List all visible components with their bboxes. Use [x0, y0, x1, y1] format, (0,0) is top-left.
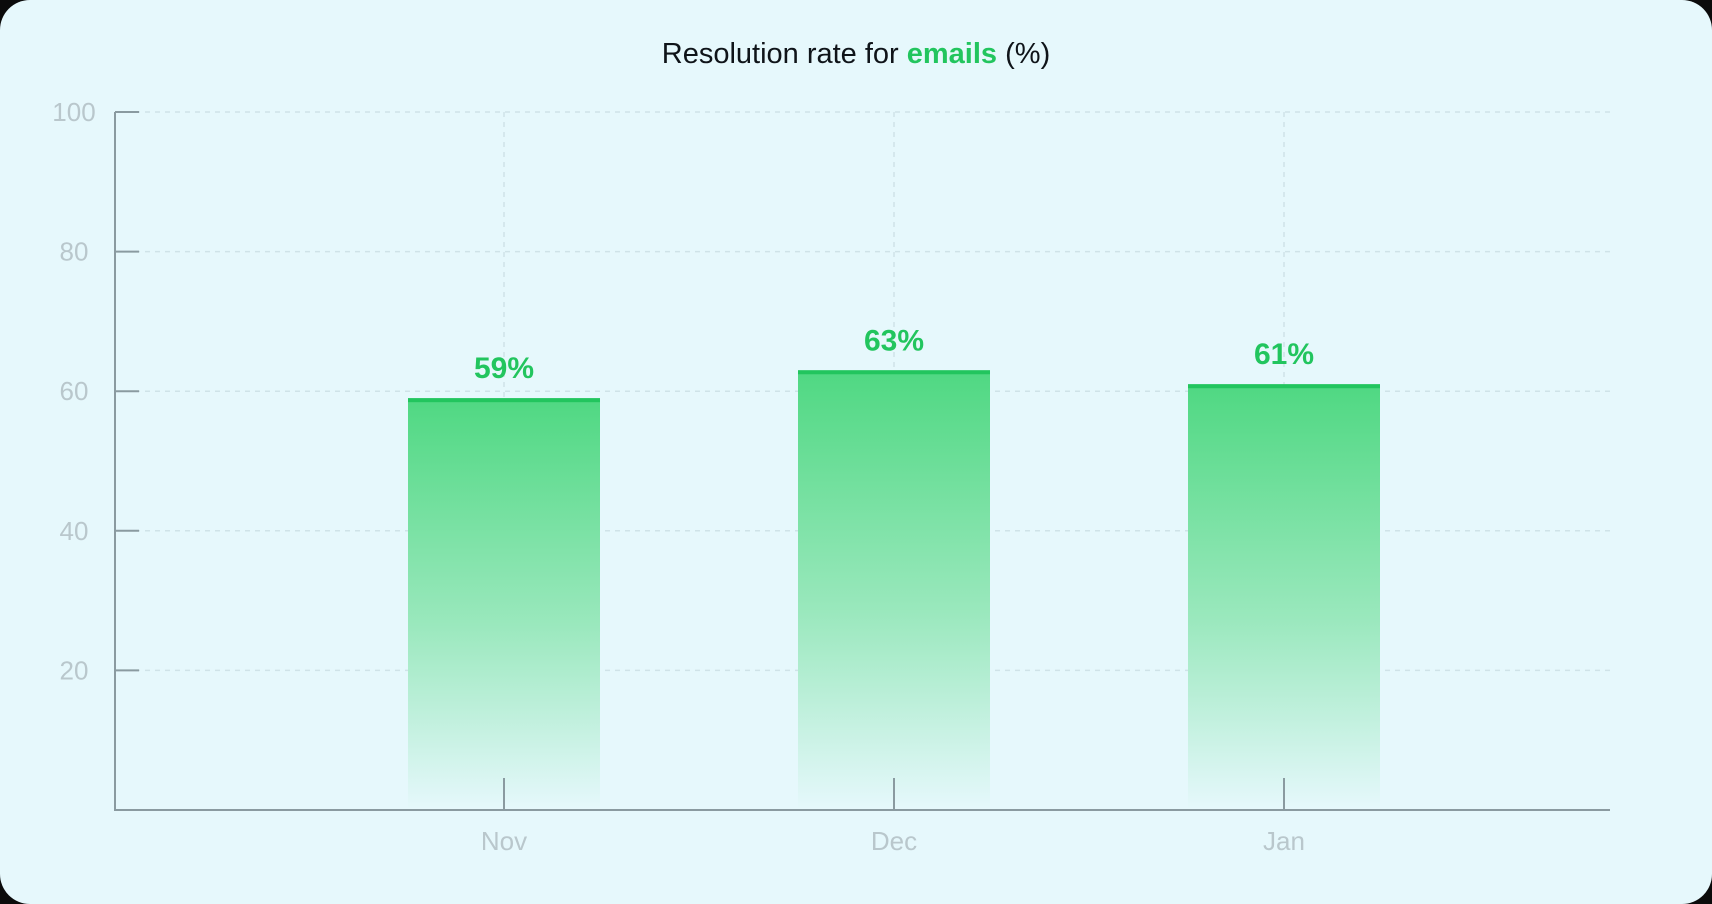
- y-tick-label: 40: [60, 516, 89, 546]
- x-tick-label-dec: Dec: [871, 826, 917, 856]
- data-label-jan: 61%: [1254, 338, 1314, 371]
- data-label-dec: 63%: [864, 324, 924, 357]
- bar-jan: [1188, 384, 1380, 810]
- bar-top-nov: [408, 398, 600, 403]
- y-tick-label: 20: [60, 655, 89, 685]
- chart-title: Resolution rate for emails (%): [0, 38, 1712, 71]
- bar-top-jan: [1188, 384, 1380, 389]
- bars: [408, 370, 1380, 810]
- y-tick-label: 100: [52, 97, 95, 127]
- chart-title-suffix: (%): [997, 38, 1051, 70]
- chart-title-prefix: Resolution rate for: [661, 38, 907, 70]
- data-label-nov: 59%: [474, 352, 534, 385]
- chart-title-highlight: emails: [906, 38, 998, 70]
- axes: [114, 111, 1610, 811]
- bar-top-dec: [798, 370, 990, 375]
- labels: 20 40 60 80 100 Nov 59% Dec 63% Jan 61%: [52, 97, 1314, 856]
- y-tick-label: 60: [60, 376, 89, 406]
- x-tick-label-jan: Jan: [1263, 826, 1305, 856]
- x-tick-label-nov: Nov: [481, 826, 527, 856]
- bar-nov: [408, 398, 600, 810]
- y-tick-label: 80: [60, 237, 89, 267]
- bar-dec: [798, 370, 990, 810]
